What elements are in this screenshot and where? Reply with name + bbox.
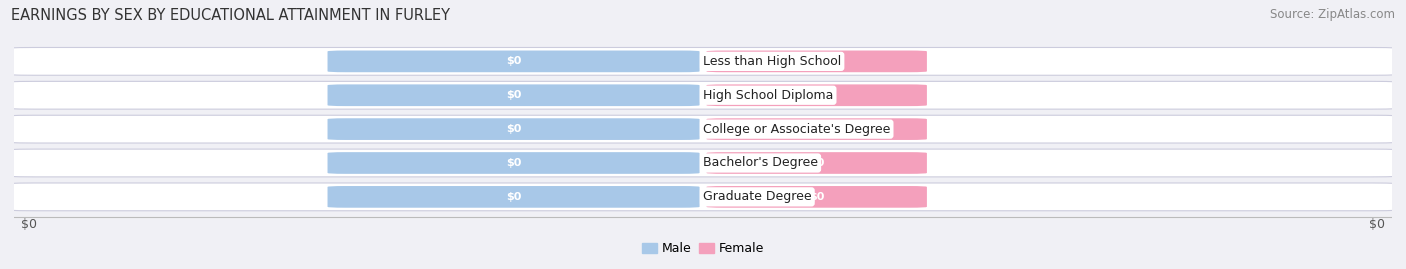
FancyBboxPatch shape: [328, 152, 700, 174]
FancyBboxPatch shape: [328, 84, 700, 106]
FancyBboxPatch shape: [0, 81, 1406, 109]
FancyBboxPatch shape: [0, 149, 1406, 177]
FancyBboxPatch shape: [328, 118, 700, 140]
Text: $0: $0: [506, 124, 522, 134]
Text: College or Associate's Degree: College or Associate's Degree: [703, 123, 890, 136]
FancyBboxPatch shape: [328, 186, 700, 208]
Text: $0: $0: [808, 90, 824, 100]
Text: $0: $0: [506, 158, 522, 168]
Text: High School Diploma: High School Diploma: [703, 89, 834, 102]
Text: $0: $0: [506, 90, 522, 100]
Text: $0: $0: [1369, 218, 1385, 231]
FancyBboxPatch shape: [706, 51, 927, 72]
Legend: Male, Female: Male, Female: [637, 237, 769, 260]
FancyBboxPatch shape: [0, 115, 1406, 143]
FancyBboxPatch shape: [706, 118, 927, 140]
Text: Source: ZipAtlas.com: Source: ZipAtlas.com: [1270, 8, 1395, 21]
Text: $0: $0: [506, 192, 522, 202]
Text: $0: $0: [21, 218, 37, 231]
Text: $0: $0: [808, 124, 824, 134]
Text: $0: $0: [808, 56, 824, 66]
Text: Bachelor's Degree: Bachelor's Degree: [703, 157, 818, 169]
Text: $0: $0: [506, 56, 522, 66]
Text: $0: $0: [808, 158, 824, 168]
Text: Graduate Degree: Graduate Degree: [703, 190, 811, 203]
FancyBboxPatch shape: [328, 51, 700, 72]
Text: Less than High School: Less than High School: [703, 55, 841, 68]
Text: $0: $0: [808, 192, 824, 202]
FancyBboxPatch shape: [0, 48, 1406, 75]
Text: EARNINGS BY SEX BY EDUCATIONAL ATTAINMENT IN FURLEY: EARNINGS BY SEX BY EDUCATIONAL ATTAINMEN…: [11, 8, 450, 23]
FancyBboxPatch shape: [706, 84, 927, 106]
FancyBboxPatch shape: [0, 183, 1406, 211]
FancyBboxPatch shape: [706, 152, 927, 174]
FancyBboxPatch shape: [706, 186, 927, 208]
